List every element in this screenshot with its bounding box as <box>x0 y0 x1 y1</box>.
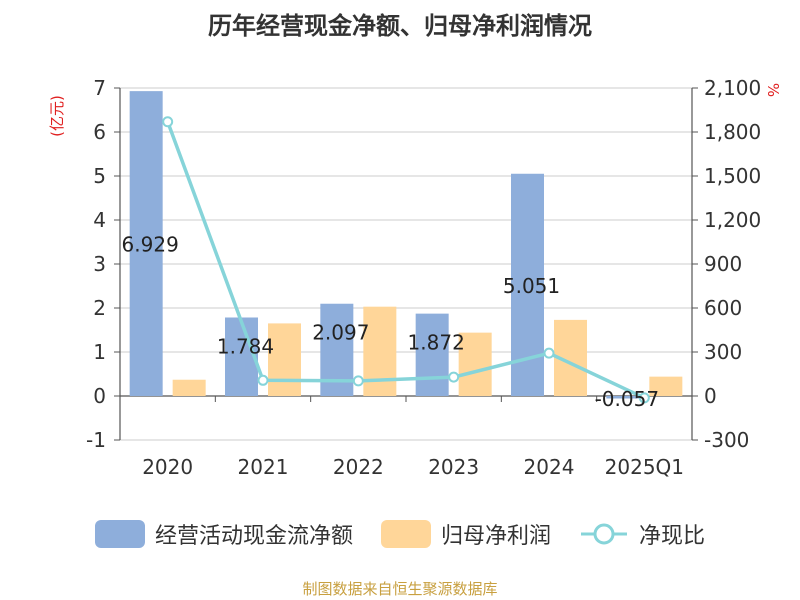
legend-line-ratio-icon <box>581 523 627 545</box>
bar-profit-2020 <box>172 379 206 396</box>
y-right-tick-label: -300 <box>704 428 749 452</box>
legend-item-profit[interactable]: 归母净利润 <box>380 518 551 550</box>
bar-cash-2023 <box>415 313 449 396</box>
x-tick-label: 2023 <box>428 455 479 479</box>
legend: 经营活动现金流净额 归母净利润 净现比 <box>0 518 800 550</box>
data-label-cash: 5.051 <box>503 274 560 298</box>
point-ratio-2025Q1 <box>638 392 650 404</box>
x-tick-label: 2020 <box>142 455 193 479</box>
legend-label-ratio: 净现比 <box>639 524 706 549</box>
y-right-tick-label: 600 <box>704 296 742 320</box>
point-ratio-2022 <box>352 375 364 387</box>
point-ratio-2024 <box>543 347 555 359</box>
data-label-cash: 1.784 <box>217 335 274 359</box>
bar-cash-2020 <box>129 91 163 397</box>
data-label-cash: 2.097 <box>312 321 369 345</box>
y-right-tick-label: 1,200 <box>704 208 761 232</box>
y-left-unit-label: (亿元) <box>48 95 66 137</box>
chart-title: 历年经营现金净额、归母净利润情况 <box>208 12 592 40</box>
y-right-tick-label: 1,800 <box>704 120 761 144</box>
legend-item-cash[interactable]: 经营活动现金流净额 <box>94 518 353 550</box>
y-left-tick-label: -1 <box>86 428 106 452</box>
y-left-tick-label: 7 <box>93 76 106 100</box>
y-left-tick-label: 6 <box>93 120 106 144</box>
y-left-tick-label: 0 <box>93 384 106 408</box>
y-right-tick-label: 1,500 <box>704 164 761 188</box>
y-right-tick-label: 900 <box>704 252 742 276</box>
legend-swatch-cash <box>94 520 145 548</box>
y-left-tick-label: 1 <box>93 340 106 364</box>
y-right-tick-label: 300 <box>704 340 742 364</box>
y-right-tick-label: 2,100 <box>704 76 761 100</box>
x-tick-label: 2021 <box>238 455 289 479</box>
legend-label-cash: 经营活动现金流净额 <box>154 524 353 549</box>
y-left-tick-label: 2 <box>93 296 106 320</box>
data-label-cash: -0.057 <box>595 387 659 411</box>
x-tick-label: 2022 <box>333 455 384 479</box>
data-label-cash: 1.872 <box>408 331 465 355</box>
point-ratio-2020 <box>162 116 174 128</box>
data-label-cash: 6.929 <box>122 233 179 257</box>
line-ratio <box>166 121 646 400</box>
y-right-tick-label: 0 <box>704 384 717 408</box>
legend-item-ratio[interactable]: 净现比 <box>579 518 705 550</box>
y-left-tick-label: 5 <box>93 164 106 188</box>
bar-profit-2021 <box>268 323 301 396</box>
x-tick-label: 2025Q1 <box>605 455 684 479</box>
bar-profit-2023 <box>458 332 492 396</box>
bar-profit-2025Q1 <box>649 376 683 396</box>
y-left-tick-label: 3 <box>93 252 106 276</box>
point-ratio-2023 <box>448 371 460 383</box>
bar-cash-2025Q1 <box>606 396 640 399</box>
point-ratio-2021 <box>257 374 269 386</box>
source-note: 制图数据来自恒生聚源数据库 <box>302 580 498 598</box>
legend-label-profit: 归母净利润 <box>440 524 551 549</box>
y-left-tick-label: 4 <box>93 208 106 232</box>
legend-swatch-profit <box>380 520 431 548</box>
y-right-unit-label: % <box>764 83 782 97</box>
x-tick-label: 2024 <box>524 455 575 479</box>
